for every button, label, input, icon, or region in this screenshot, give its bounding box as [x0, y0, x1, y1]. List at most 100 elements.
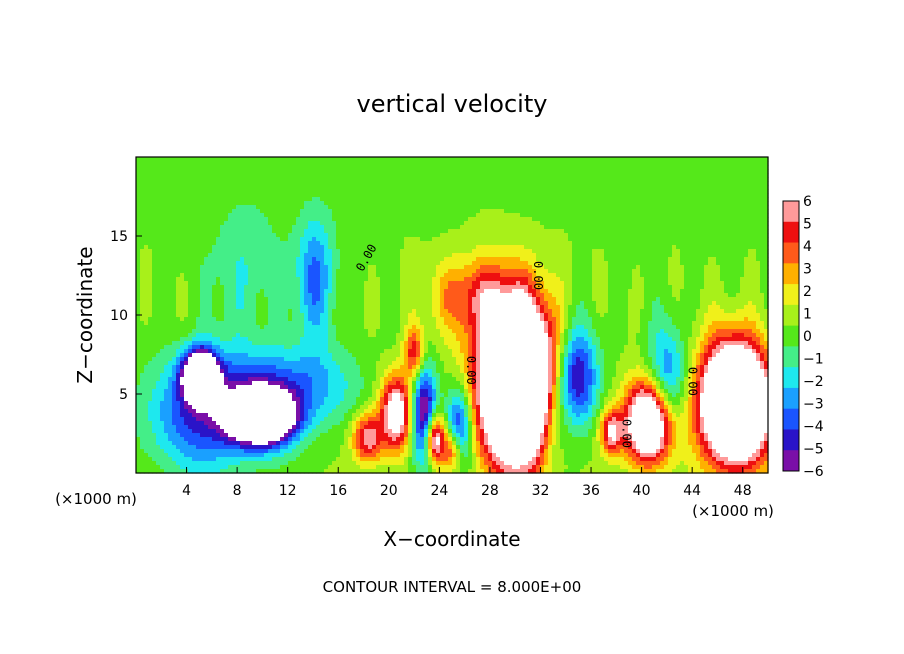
- field-cell: [332, 201, 337, 206]
- field-cell: [368, 197, 373, 202]
- field-cell: [176, 385, 181, 390]
- field-cell: [312, 341, 317, 346]
- field-cell: [312, 405, 317, 410]
- field-cell: [184, 321, 189, 326]
- field-cell: [144, 245, 149, 250]
- field-cell: [352, 441, 357, 446]
- field-cell: [260, 317, 265, 322]
- field-cell: [348, 233, 353, 238]
- field-cell: [180, 221, 185, 226]
- field-cell: [304, 169, 309, 174]
- field-cell: [368, 437, 373, 442]
- field-cell: [204, 445, 209, 450]
- field-cell: [380, 349, 385, 354]
- field-cell: [200, 413, 205, 418]
- field-cell: [228, 445, 233, 450]
- field-cell: [276, 233, 281, 238]
- field-cell: [172, 457, 177, 462]
- field-cell: [316, 341, 321, 346]
- field-cell: [176, 201, 181, 206]
- field-cell: [184, 437, 189, 442]
- field-cell: [232, 369, 237, 374]
- field-cell: [288, 237, 293, 242]
- field-cell: [180, 457, 185, 462]
- field-cell: [168, 357, 173, 362]
- field-cell: [308, 185, 313, 190]
- field-cell: [336, 329, 341, 334]
- field-cell: [180, 173, 185, 178]
- field-cell: [164, 457, 169, 462]
- field-cell: [200, 265, 205, 270]
- field-cell: [316, 237, 321, 242]
- field-cell: [200, 341, 205, 346]
- field-cell: [300, 213, 305, 218]
- field-cell: [264, 365, 269, 370]
- field-cell: [232, 309, 237, 314]
- field-cell: [304, 329, 309, 334]
- field-cell: [280, 257, 285, 262]
- field-cell: [224, 429, 229, 434]
- field-cell: [380, 233, 385, 238]
- field-cell: [296, 461, 301, 466]
- field-cell: [188, 329, 193, 334]
- field-cell: [316, 245, 321, 250]
- field-cell: [264, 253, 269, 258]
- field-cell: [164, 197, 169, 202]
- field-cell: [292, 209, 297, 214]
- field-cell: [364, 405, 369, 410]
- field-cell: [296, 197, 301, 202]
- field-cell: [172, 373, 177, 378]
- field-cell: [148, 325, 153, 330]
- field-cell: [180, 441, 185, 446]
- field-cell: [172, 425, 177, 430]
- field-cell: [312, 345, 317, 350]
- field-cell: [192, 293, 197, 298]
- field-cell: [196, 217, 201, 222]
- field-cell: [308, 381, 313, 386]
- field-cell: [240, 373, 245, 378]
- field-cell: [256, 425, 261, 430]
- field-cell: [352, 233, 357, 238]
- field-cell: [160, 417, 165, 422]
- field-cell: [224, 357, 229, 362]
- field-cell: [224, 349, 229, 354]
- field-cell: [180, 257, 185, 262]
- field-cell: [184, 377, 189, 382]
- field-cell: [264, 277, 269, 282]
- field-cell: [212, 437, 217, 442]
- field-cell: [284, 249, 289, 254]
- field-cell: [344, 449, 349, 454]
- field-cell: [172, 421, 177, 426]
- field-cell: [184, 329, 189, 334]
- field-cell: [240, 321, 245, 326]
- field-cell: [180, 197, 185, 202]
- field-cell: [260, 249, 265, 254]
- field-cell: [212, 337, 217, 342]
- field-cell: [276, 457, 281, 462]
- field-cell: [176, 185, 181, 190]
- field-cell: [300, 353, 305, 358]
- field-cell: [308, 181, 313, 186]
- field-cell: [156, 441, 161, 446]
- field-cell: [160, 337, 165, 342]
- field-cell: [356, 461, 361, 466]
- field-cell: [260, 285, 265, 290]
- field-cell: [288, 381, 293, 386]
- field-cell: [212, 305, 217, 310]
- field-cell: [320, 377, 325, 382]
- field-cell: [176, 469, 181, 474]
- field-cell: [208, 385, 213, 390]
- field-cell: [168, 405, 173, 410]
- field-cell: [264, 449, 269, 454]
- field-cell: [240, 193, 245, 198]
- field-cell: [184, 369, 189, 374]
- field-cell: [288, 193, 293, 198]
- field-cell: [360, 353, 365, 358]
- field-cell: [148, 241, 153, 246]
- field-cell: [136, 465, 141, 470]
- field-cell: [292, 453, 297, 458]
- field-cell: [212, 469, 217, 474]
- field-cell: [368, 277, 373, 282]
- field-cell: [368, 361, 373, 366]
- field-cell: [352, 353, 357, 358]
